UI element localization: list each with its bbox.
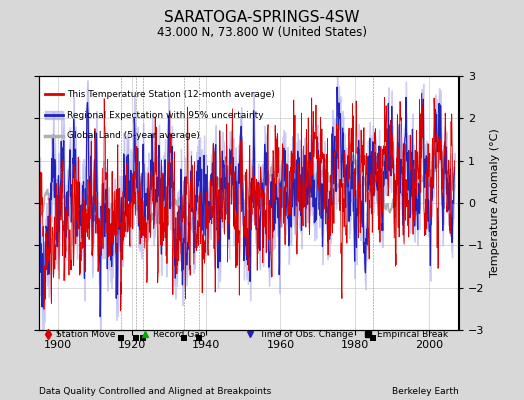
- Text: Record Gap: Record Gap: [153, 330, 206, 339]
- Text: Global Land (5-year average): Global Land (5-year average): [67, 131, 200, 140]
- Text: Regional Expectation with 95% uncertainty: Regional Expectation with 95% uncertaint…: [67, 110, 264, 120]
- Text: Time of Obs. Change: Time of Obs. Change: [259, 330, 353, 339]
- Text: SARATOGA-SPRINGS-4SW: SARATOGA-SPRINGS-4SW: [164, 10, 360, 25]
- Text: 43.000 N, 73.800 W (United States): 43.000 N, 73.800 W (United States): [157, 26, 367, 39]
- Text: Empirical Break: Empirical Break: [377, 330, 448, 339]
- Text: Station Move: Station Move: [56, 330, 116, 339]
- Text: This Temperature Station (12-month average): This Temperature Station (12-month avera…: [67, 90, 275, 99]
- Text: Data Quality Controlled and Aligned at Breakpoints: Data Quality Controlled and Aligned at B…: [39, 387, 271, 396]
- Y-axis label: Temperature Anomaly (°C): Temperature Anomaly (°C): [490, 129, 500, 277]
- Text: Berkeley Earth: Berkeley Earth: [392, 387, 458, 396]
